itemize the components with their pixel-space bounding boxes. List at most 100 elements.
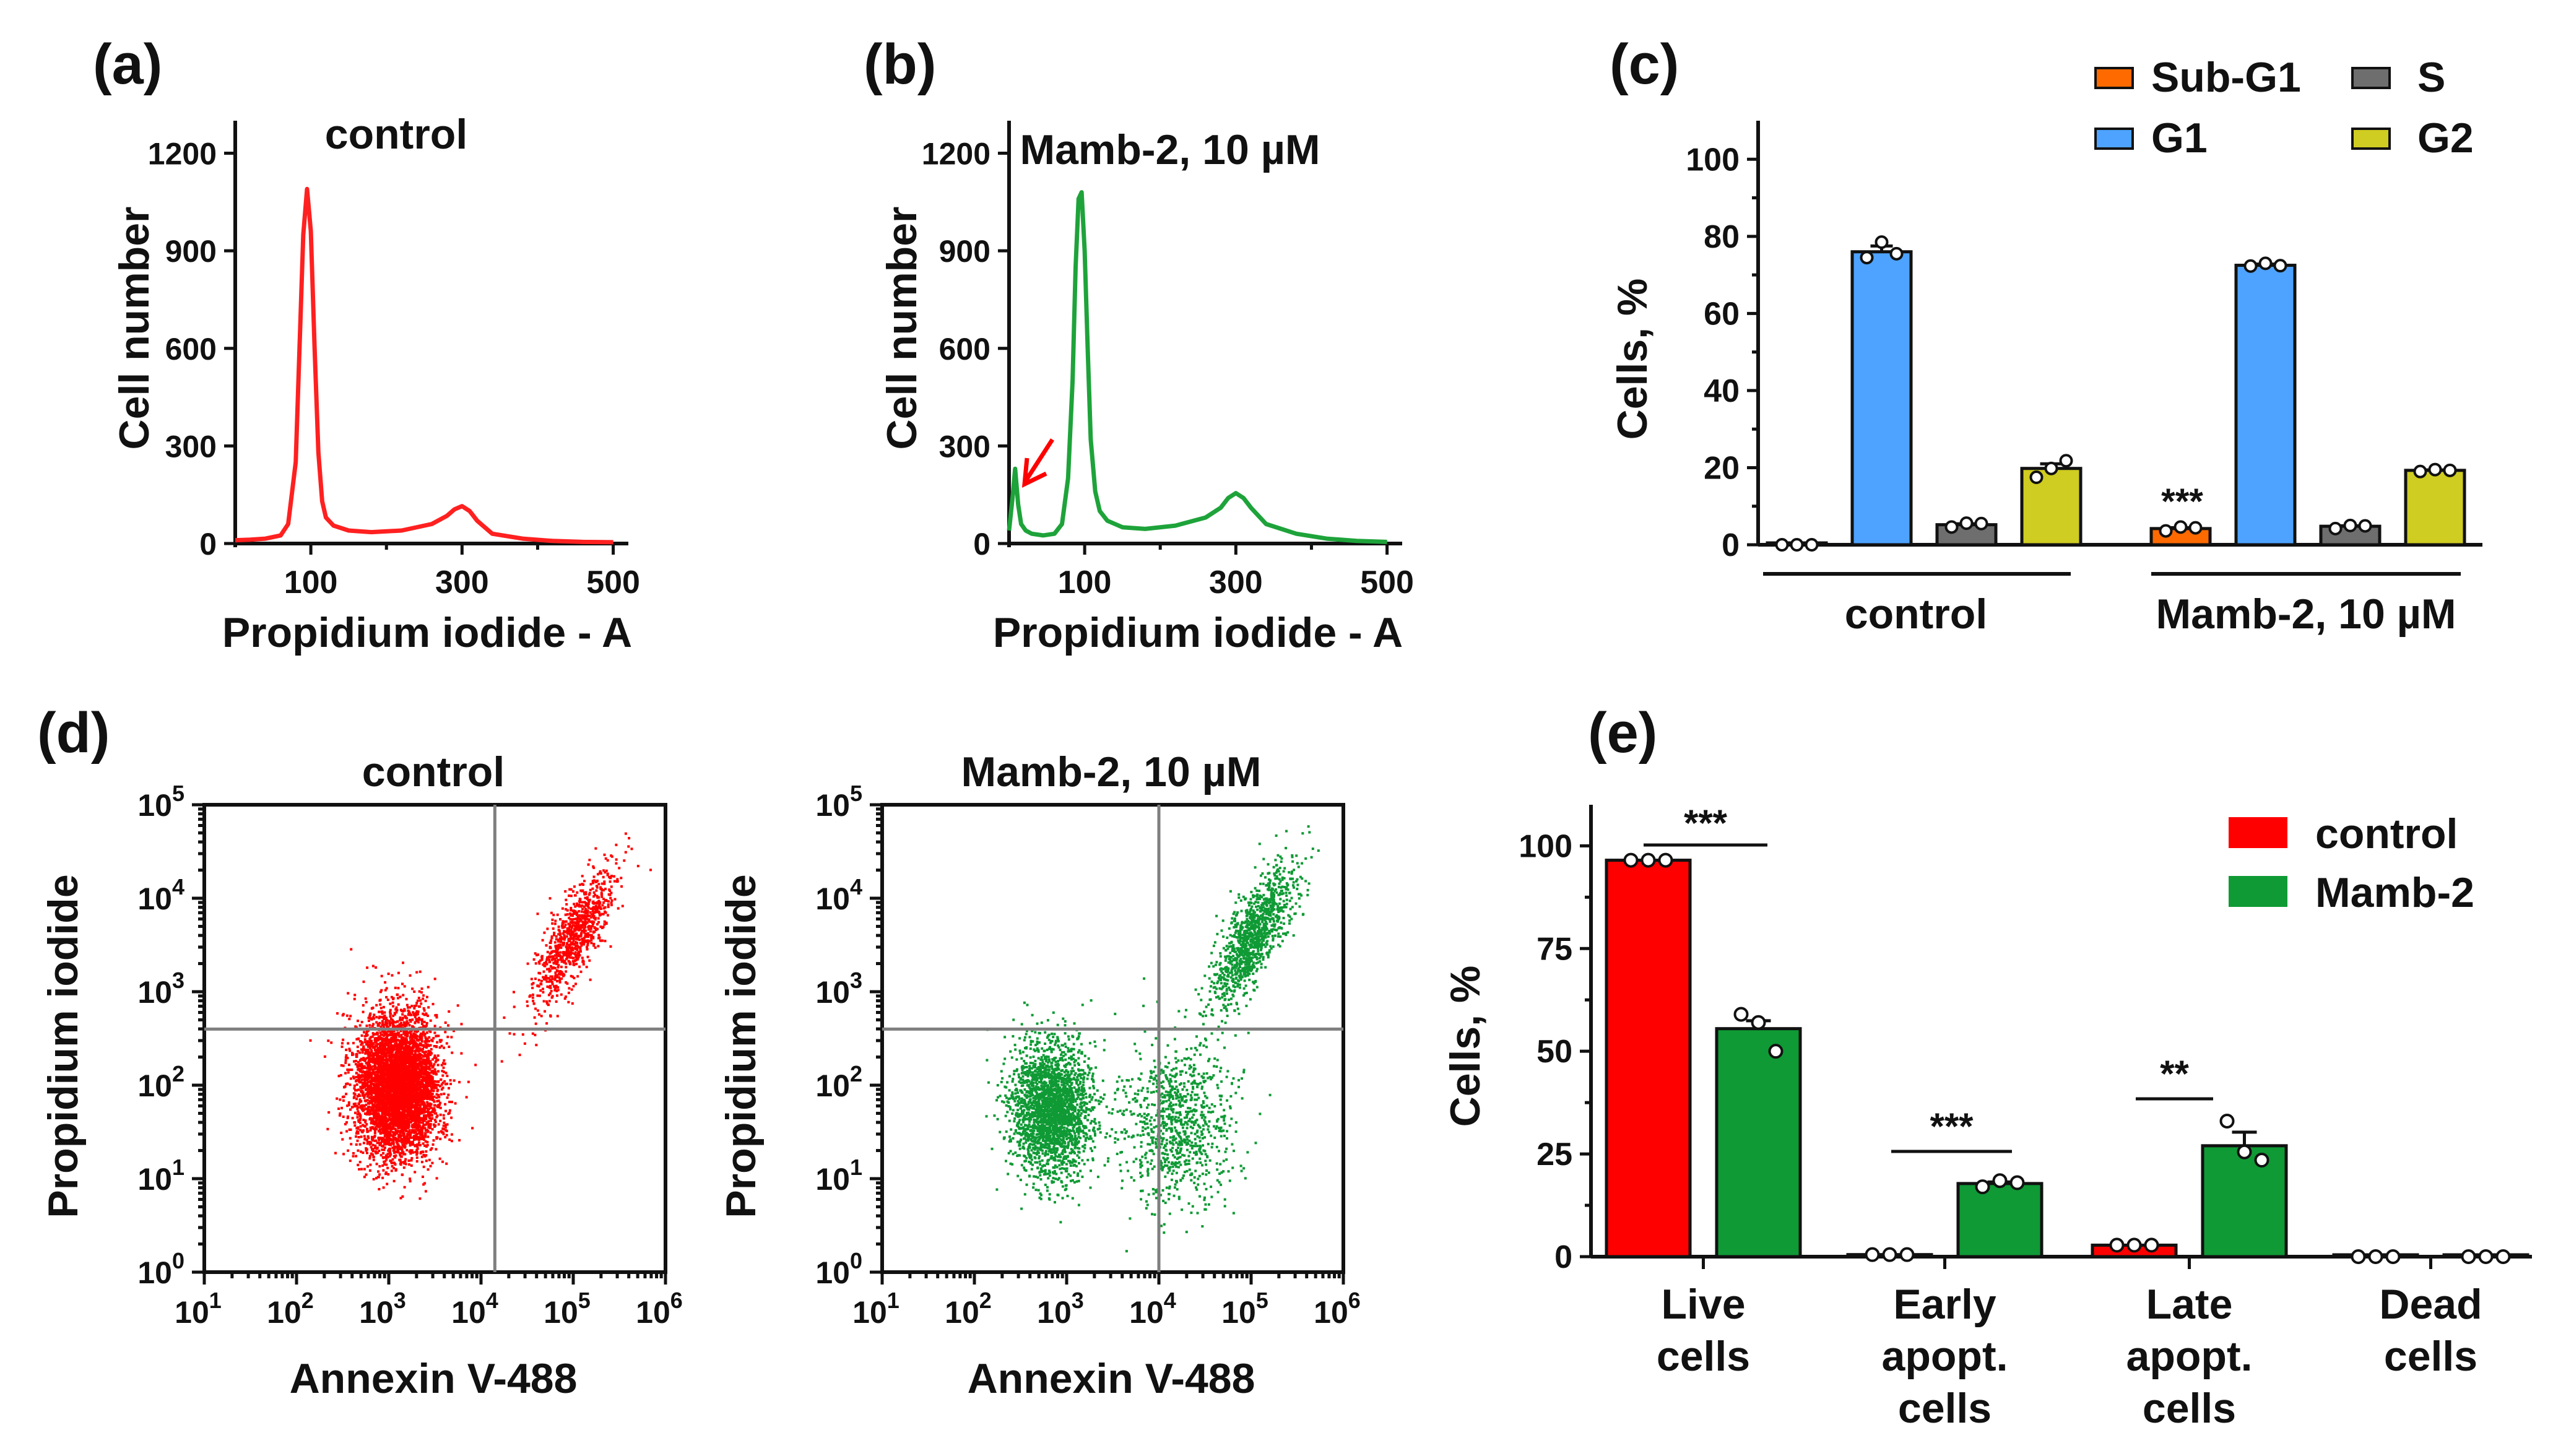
scatter-point [393, 1048, 396, 1051]
scatter-point [375, 966, 378, 969]
scatter-point [440, 1130, 443, 1133]
scatter-point [387, 1149, 390, 1152]
scatter-point [379, 1060, 382, 1063]
scatter-point [398, 1158, 401, 1161]
scatter-point [417, 1088, 420, 1091]
scatter-point [389, 1063, 392, 1066]
scatter-point [411, 1018, 414, 1021]
scatter-point [400, 1125, 402, 1129]
scatter-point [361, 1051, 364, 1054]
scatter-point [387, 1173, 390, 1176]
scatter-point [392, 1166, 396, 1169]
scatter-point [409, 1099, 412, 1103]
scatter-point [379, 1016, 383, 1018]
scatter-point [397, 987, 400, 990]
scatter-point [368, 1045, 371, 1048]
scatter-point [394, 1026, 397, 1029]
scatter-point [425, 1110, 428, 1113]
scatter-point [362, 1075, 365, 1078]
scatter-point [351, 1117, 354, 1120]
scatter-point [365, 1173, 368, 1176]
scatter-point [368, 1064, 371, 1067]
scatter-point [358, 1076, 362, 1079]
scatter-point [378, 1074, 381, 1077]
scatter-point [386, 1026, 389, 1029]
scatter-point [389, 1092, 392, 1095]
scatter-point [371, 1057, 374, 1060]
scatter-point [363, 1031, 365, 1034]
scatter-point [383, 1102, 386, 1105]
scatter-point [409, 1052, 412, 1055]
scatter-point [359, 1116, 362, 1119]
scatter-point [404, 1082, 407, 1085]
scatter-point [381, 1118, 384, 1121]
scatter-point [347, 992, 350, 995]
scatter-point [386, 999, 389, 1001]
data-point [2059, 454, 2073, 468]
scatter-point [388, 1117, 391, 1120]
scatter-point [381, 1176, 384, 1179]
scatter-point [370, 1078, 373, 1081]
scatter-point [404, 1097, 407, 1100]
scatter-point [327, 1039, 330, 1042]
scatter-point [383, 1066, 386, 1069]
scatter-point [371, 1025, 374, 1028]
scatter-point [383, 1111, 386, 1114]
scatter-point [356, 1116, 359, 1119]
scatter-point [409, 1180, 412, 1183]
scatter-point [395, 1112, 398, 1116]
scatter-point [425, 1037, 428, 1040]
scatter-point [398, 1095, 401, 1098]
scatter-point [394, 986, 397, 989]
scatter-point [445, 1042, 448, 1045]
scatter-point [433, 1100, 436, 1103]
scatter-point [341, 1138, 344, 1141]
scatter-point [420, 1020, 423, 1023]
scatter-point [401, 1173, 404, 1176]
scatter-point [368, 1111, 371, 1114]
scatter-point [384, 1127, 388, 1130]
scatter-point [375, 1083, 378, 1086]
scatter-point [409, 1131, 412, 1134]
scatter-point [395, 1138, 398, 1140]
scatter-point [390, 1101, 393, 1104]
y-tick-label: 0 [199, 527, 217, 561]
scatter-point [424, 1129, 427, 1132]
scatter-point [420, 1062, 423, 1065]
scatter-point [389, 1147, 391, 1150]
scatter-point [440, 1064, 443, 1067]
scatter-point [422, 1151, 425, 1153]
scatter-point [417, 1092, 420, 1095]
scatter-point [435, 1148, 438, 1151]
scatter-point [427, 1044, 430, 1047]
scatter-point [402, 1021, 405, 1024]
scatter-point [397, 1059, 401, 1062]
scatter-point [402, 1166, 405, 1169]
scatter-point [381, 1086, 384, 1089]
scatter-point [436, 1105, 439, 1108]
scatter-point [391, 1001, 394, 1004]
scatter-point [383, 1094, 386, 1098]
scatter-point [415, 1112, 418, 1115]
scatter-point [375, 1128, 378, 1130]
scatter-point [423, 1013, 426, 1016]
scatter-point [436, 1099, 439, 1103]
scatter-point [389, 1024, 392, 1027]
x-tick-label: 100 [284, 565, 338, 600]
scatter-point [440, 1078, 443, 1081]
scatter-point [430, 1038, 433, 1041]
scatter-point [415, 1020, 418, 1023]
scatter-point [437, 1099, 440, 1103]
scatter-point [409, 1033, 412, 1036]
scatter-point [373, 1116, 376, 1119]
scatter-point [367, 1067, 370, 1070]
scatter-point [388, 1098, 391, 1101]
scatter-point [350, 1106, 353, 1109]
scatter-point [386, 1139, 389, 1142]
scatter-point [397, 1120, 400, 1123]
scatter-point [389, 1132, 391, 1135]
scatter-point [362, 1057, 365, 1060]
scatter-point [440, 1039, 443, 1042]
scatter-point [363, 1080, 366, 1083]
scatter-point [418, 1034, 422, 1037]
